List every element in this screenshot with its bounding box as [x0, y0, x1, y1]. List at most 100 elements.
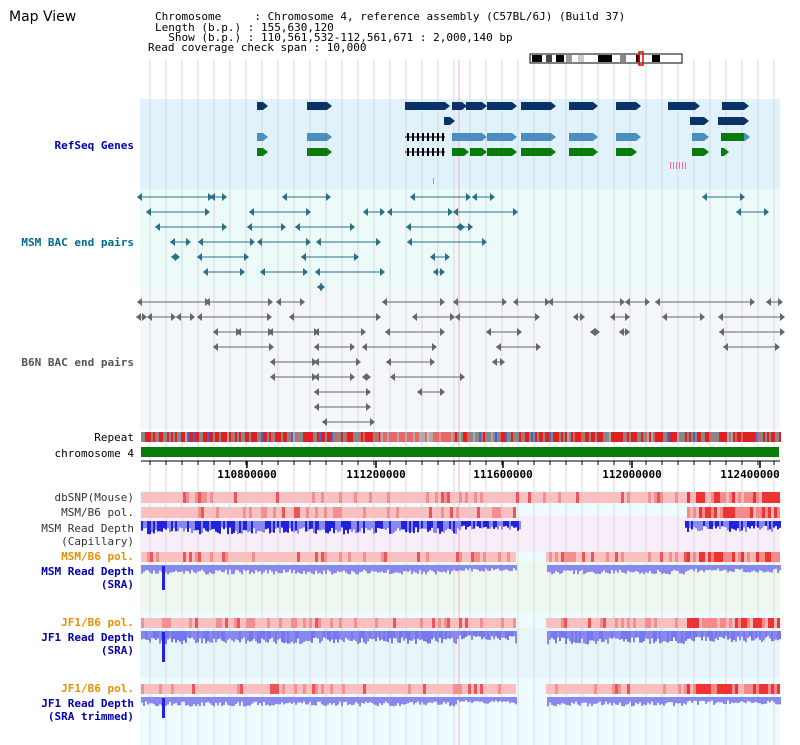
jf1-trim-depth-bar: [607, 697, 609, 705]
msm-sra-depth-bar: [743, 565, 745, 572]
jf1-sra-depth-bar: [337, 631, 339, 643]
msm-sra-depth-bar: [239, 565, 241, 573]
refseq-genes-label[interactable]: RefSeq Genes: [54, 139, 134, 152]
jf1-b6-pol-density: [144, 618, 147, 628]
jf1-trim-depth-bar: [275, 697, 277, 704]
jf1-b6-pol-label[interactable]: JF1/B6 pol.: [61, 616, 134, 629]
msm-b6-pol-density: [393, 507, 396, 518]
dbsnp-density: [543, 492, 546, 503]
jf1-b6-pol-density: [402, 618, 405, 628]
jf1-sra-depth-bar: [593, 631, 595, 642]
msm-b6-pol-density: [300, 507, 303, 518]
msm-sra-depth-bar: [719, 565, 721, 572]
msm-b6-pol-density: [753, 507, 756, 518]
repeat-label[interactable]: Repeat: [94, 431, 134, 444]
msm-sra-depth-bar: [669, 565, 671, 575]
msm-capillary-depth-bar: [241, 521, 243, 534]
jf1-b6-pol-density: [336, 618, 339, 628]
jf1-trim-depth-bar: [779, 697, 781, 705]
dbsnp-label[interactable]: dbSNP(Mouse): [54, 491, 134, 504]
b6n-bac-label[interactable]: B6N BAC end pairs: [21, 356, 134, 369]
dbsnp-density: [312, 492, 315, 503]
b6n-bac-pair-end: [314, 358, 319, 366]
jf1-trim-depth-bar: [321, 697, 323, 705]
msm-capillary-depth-bar: [737, 521, 739, 529]
jf1-trim-depth-bar: [373, 697, 375, 705]
msm-b6-pol-density: [270, 507, 273, 518]
msm-b6-pol-density: [762, 507, 765, 518]
jf1-b6-pol-density: [270, 618, 273, 628]
b6n-bac-pair-end: [450, 313, 455, 321]
msm-bac-pair-end: [380, 208, 385, 216]
jf1-depth-trim-label[interactable]: JF1 Read Depth: [41, 697, 134, 710]
msm-b6-pol-2-density: [150, 552, 153, 562]
jf1-b6-pol-2-label[interactable]: JF1/B6 pol.: [61, 682, 134, 695]
msm-sra-depth-bar: [447, 565, 449, 571]
msm-b6-pol-2-density: [183, 552, 186, 562]
jf1-sra-depth-bar: [323, 631, 325, 638]
chromosome-label[interactable]: chromosome 4: [54, 447, 134, 460]
msm-b6-pol-density: [327, 507, 330, 518]
jf1-sra-depth-bar: [157, 631, 159, 639]
msm-sra-depth-bar: [725, 565, 727, 570]
msm-depth-capillary-label[interactable]: MSM Read Depth: [41, 522, 134, 535]
repeat-segment: [647, 432, 649, 442]
msm-b6-pol-density: [339, 507, 342, 518]
b6n-bac-pair-end: [513, 298, 518, 306]
jf1-depth-sra-label[interactable]: JF1 Read Depth: [41, 631, 134, 644]
jf1-b6-pol-2-density: [711, 684, 714, 694]
repeat-segment: [537, 432, 539, 442]
jf1-b6-pol-density: [675, 618, 678, 628]
jf1-b6-pol-2-density: [681, 684, 684, 694]
msm-sra-depth-bar: [257, 565, 259, 572]
repeat-segment: [395, 432, 397, 442]
msm-sra-depth-bar: [215, 565, 217, 571]
jf1-b6-pol-2-density: [462, 684, 465, 694]
msm-depth-sra-label[interactable]: MSM Read Depth: [41, 565, 134, 578]
dbsnp-density: [522, 492, 525, 503]
jf1-sra-depth-bar: [339, 631, 341, 640]
repeat-segment: [239, 432, 241, 442]
jf1-trim-depth-bar: [621, 697, 623, 707]
jf1-b6-pol-2-density: [507, 684, 510, 694]
jf1-b6-pol-density: [150, 618, 153, 628]
msm-b6-pol-label[interactable]: MSM/B6 pol.: [61, 506, 134, 519]
jf1-sra-depth-bar: [557, 631, 559, 638]
jf1-sra-depth-bar: [277, 631, 279, 640]
jf1-b6-pol-2-density: [663, 684, 666, 694]
msm-bac-label[interactable]: MSM BAC end pairs: [21, 236, 134, 249]
repeat-segment: [149, 432, 151, 442]
msm-capillary-depth-bar: [303, 521, 305, 528]
jf1-sra-depth-bar: [251, 631, 253, 641]
jf1-b6-pol-density: [759, 618, 762, 628]
jf1-b6-pol-density: [498, 618, 501, 628]
jf1-sra-depth-bar: [505, 631, 507, 639]
dbsnp-density: [453, 492, 456, 503]
dbsnp-density: [456, 492, 459, 503]
jf1-b6-pol-density: [741, 618, 744, 628]
jf1-trim-depth-bar: [713, 697, 715, 705]
dbsnp-density: [732, 492, 735, 503]
dbsnp-density: [396, 492, 399, 503]
msm-b6-pol-2-density: [279, 552, 282, 562]
msm-sra-depth-bar: [245, 565, 247, 572]
jf1-sra-depth-bar: [267, 631, 269, 643]
msm-sra-depth-bar: [153, 565, 155, 571]
msm-bac-pair-end: [354, 253, 359, 261]
msm-sra-depth-bar: [603, 565, 605, 571]
msm-sra-depth-bar: [363, 565, 365, 570]
msm-sra-depth-bar: [159, 565, 161, 571]
jf1-sra-depth-bar: [419, 631, 421, 641]
msm-b6-pol-2-label[interactable]: MSM/B6 pol.: [61, 550, 134, 563]
jf1-b6-pol-2-density: [318, 684, 321, 694]
gene-exon: [417, 133, 419, 141]
jf1-b6-pol-density: [546, 618, 549, 628]
refseq-small-feature: [670, 162, 671, 169]
dbsnp-density: [234, 492, 237, 503]
jf1-trim-depth-bar: [603, 697, 605, 705]
msm-sra-depth-bar: [233, 565, 235, 574]
msm-capillary-depth-bar: [355, 521, 357, 534]
jf1-sra-depth-bar: [309, 631, 311, 641]
jf1-sra-depth-bar: [597, 631, 599, 642]
